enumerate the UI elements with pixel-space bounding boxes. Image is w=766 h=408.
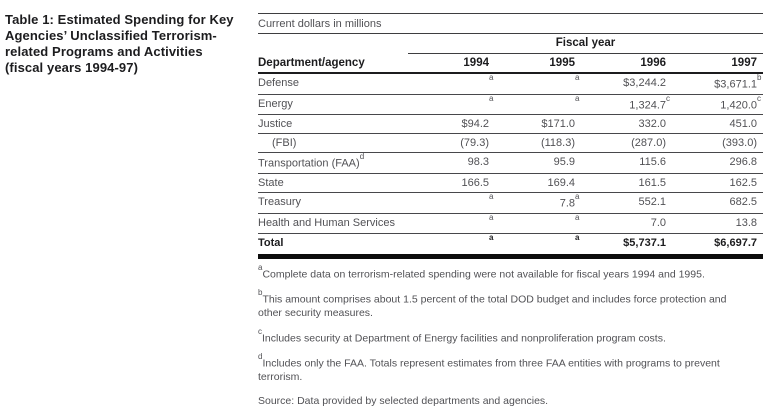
row-label: State: [258, 176, 284, 189]
cell-1997: 451.0: [729, 118, 757, 131]
row-label: Health and Human Services: [258, 216, 395, 229]
table-row-energy: Energy a a 1,324.7c 1,420.0c: [258, 93, 763, 116]
footnotes: aComplete data on terrorism-related spen…: [258, 262, 763, 408]
footnote-b: bThis amount comprises about 1.5 percent…: [258, 288, 727, 319]
row-label: Defense: [258, 77, 299, 89]
cell-1996: 1,324.7c: [629, 93, 670, 112]
cell-1996: 115.6: [639, 156, 666, 169]
column-header-1994: 1994: [463, 57, 489, 69]
cell-1994: 98.3: [467, 156, 489, 169]
cell-1997: $3,671.1b: [714, 73, 762, 91]
table-title: Table 1: Estimated Spending for Key Agen…: [5, 12, 234, 75]
table-row-defense: Defense a a $3,244.2 $3,671.1b: [258, 74, 763, 95]
cell-1995: a: [575, 212, 580, 222]
table-row-state: State 166.5 169.4 161.5 162.5: [258, 174, 763, 193]
row-label: Justice: [258, 118, 293, 131]
table-row-total: Total a a $5,737.1 $6,697.7: [258, 234, 763, 259]
cell-1996: $3,244.2: [623, 77, 666, 89]
cell-1995: a: [575, 233, 580, 243]
column-header-1996: 1996: [640, 57, 666, 69]
footnote-c: cIncludes security at Department of Ener…: [258, 326, 666, 345]
cell-1997: 162.5: [729, 176, 757, 189]
cell-1994: (79.3): [460, 137, 489, 150]
column-group-label: Fiscal year: [408, 34, 763, 54]
cell-1997: 1,420.0c: [720, 93, 761, 112]
cell-1997: $6,697.7: [714, 237, 757, 250]
cell-1994: a: [489, 212, 494, 222]
column-header-1997: 1997: [731, 57, 757, 69]
table-header-row: Department/agency 1994 1995 1996 1997: [258, 54, 763, 74]
cell-1994: a: [489, 93, 494, 103]
table-row-treasury: Treasury a 7.8a 552.1 682.5: [258, 191, 763, 214]
row-label: Transportation (FAA)d: [258, 152, 365, 170]
cell-1994: a: [489, 233, 494, 243]
cell-1994: a: [489, 191, 494, 201]
footnote-d: dIncludes only the FAA. Totals represent…: [258, 352, 720, 383]
cell-1997: 296.8: [729, 156, 757, 169]
table-row-fbi: (FBI) (79.3) (118.3) (287.0) (393.0): [258, 134, 763, 154]
cell-1995: a: [575, 73, 580, 82]
cell-1994: 166.5: [461, 176, 489, 189]
footnote-marker: a: [258, 262, 263, 272]
cell-1995: 169.4: [547, 176, 575, 189]
column-header-department: Department/agency: [258, 57, 365, 69]
cell-1995: (118.3): [540, 137, 575, 150]
cell-1994: a: [489, 73, 494, 82]
footnote-marker: d: [258, 352, 263, 362]
cell-1996: 332.0: [638, 118, 666, 131]
source-note: Source: Data provided by selected depart…: [258, 394, 549, 407]
row-label: (FBI): [272, 137, 297, 150]
spending-table: Current dollars in millions Fiscal year …: [258, 13, 763, 408]
footnote-marker: b: [258, 288, 263, 298]
fiscal-year-band: Fiscal year: [258, 34, 763, 54]
table-row-justice: Justice $94.2 $171.0 332.0 451.0: [258, 115, 763, 135]
row-label: Treasury: [258, 195, 301, 208]
table-row-hhs: Health and Human Services a a 7.0 13.8: [258, 212, 763, 235]
cell-1996: 552.1: [638, 195, 666, 208]
cell-1997: 13.8: [735, 216, 757, 229]
cell-1995: $171.0: [541, 118, 575, 131]
cell-1995: 95.9: [553, 156, 575, 169]
footnote-a: aComplete data on terrorism-related spen…: [258, 262, 705, 281]
table-row-transportation: Transportation (FAA)d 98.3 95.9 115.6 29…: [258, 153, 763, 174]
cell-1996: 7.0: [650, 216, 666, 229]
cell-1995: a: [575, 93, 580, 103]
cell-1995: 7.8a: [559, 191, 580, 210]
fiscal-year-spacer: [258, 34, 408, 54]
cell-1996: 161.5: [638, 176, 666, 189]
cell-1997: 682.5: [729, 195, 757, 208]
units-caption: Current dollars in millions: [258, 13, 763, 34]
row-label: Total: [258, 237, 284, 250]
row-label: Energy: [258, 97, 293, 110]
column-header-1995: 1995: [549, 57, 575, 69]
cell-1996: (287.0): [631, 137, 666, 150]
cell-1997: (393.0): [722, 137, 757, 150]
footnote-marker: c: [258, 326, 262, 336]
cell-1994: $94.2: [461, 118, 489, 131]
cell-1996: $5,737.1: [623, 237, 666, 250]
